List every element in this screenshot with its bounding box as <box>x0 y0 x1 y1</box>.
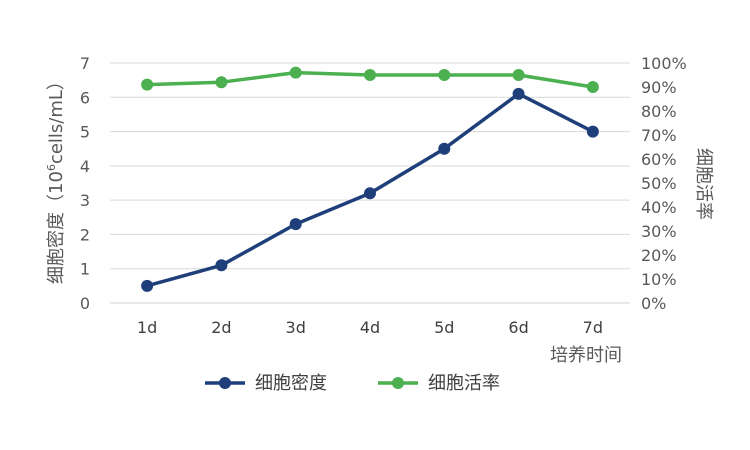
legend-label-density: 细胞密度 <box>255 373 327 394</box>
x-tick-label-6d: 6d <box>508 318 528 337</box>
y2-tick-label-0: 0% <box>641 294 666 313</box>
y2-tick-label-70: 70% <box>641 126 677 145</box>
y2-tick-label-30: 30% <box>641 222 677 241</box>
y-tick-label-6: 6 <box>80 88 90 107</box>
data-point-viability-6d <box>512 69 525 81</box>
y-axis-title-sup: 6 <box>45 164 58 171</box>
legend-item-density: 细胞密度 <box>205 373 327 394</box>
y-axis-ticks: 0 1 2 3 4 5 6 7 <box>80 54 90 313</box>
data-point-density-4d <box>364 187 376 200</box>
data-point-viability-3d <box>289 66 302 79</box>
x-tick-label-4d: 4d <box>360 318 380 337</box>
x-tick-label-7d: 7d <box>583 318 603 337</box>
data-point-viability-1d <box>141 78 154 91</box>
y-tick-label-3: 3 <box>80 191 90 210</box>
legend-swatch-density-marker <box>219 377 231 389</box>
data-point-viability-5d <box>438 69 451 81</box>
legend-item-viability: 细胞活率 <box>378 373 500 394</box>
legend-swatch-viability-marker <box>392 377 404 389</box>
y-axis-title-suffix: cells/mL） <box>46 72 67 164</box>
data-point-viability-4d <box>364 69 376 81</box>
data-point-density-3d <box>289 218 302 231</box>
y2-tick-label-90: 90% <box>641 78 677 97</box>
data-point-viability-2d <box>215 76 228 89</box>
y2-tick-label-20: 20% <box>641 246 677 265</box>
y2-tick-label-100: 100% <box>641 54 687 73</box>
data-point-viability-7d <box>586 81 599 93</box>
y2-tick-label-10: 10% <box>641 270 677 289</box>
legend: 细胞密度 细胞活率 <box>205 373 500 394</box>
y2-axis-ticks: 0% 10% 20% 30% 40% 50% 60% 70% 80% 90% 100% <box>641 54 687 313</box>
y-tick-label-4: 4 <box>80 157 90 176</box>
y-axis-title: 细胞密度（106cells/mL） <box>45 72 67 284</box>
series-layer <box>141 66 599 292</box>
data-point-density-7d <box>586 125 599 138</box>
y2-tick-label-50: 50% <box>641 174 677 193</box>
x-tick-label-2d: 2d <box>211 318 231 337</box>
grid-lines <box>110 62 630 304</box>
y-tick-label-2: 2 <box>80 225 90 244</box>
data-point-density-5d <box>438 142 451 155</box>
data-point-density-2d <box>215 259 228 272</box>
x-tick-label-5d: 5d <box>434 318 454 337</box>
legend-label-viability: 细胞活率 <box>428 373 500 394</box>
x-tick-label-1d: 1d <box>137 318 157 337</box>
y2-tick-label-80: 80% <box>641 102 677 121</box>
y-tick-label-0: 0 <box>80 294 90 313</box>
x-axis-title: 培养时间 <box>550 345 622 366</box>
y-axis-title-prefix: 细胞密度（10 <box>46 171 67 284</box>
y-tick-label-5: 5 <box>80 123 90 142</box>
x-axis-ticks: 1d 2d 3d 4d 5d 6d 7d <box>137 318 603 337</box>
y2-axis-title: 细胞活率 <box>693 148 714 220</box>
y-tick-label-1: 1 <box>80 260 90 279</box>
data-point-density-1d <box>141 279 154 292</box>
y-tick-label-7: 7 <box>80 54 90 73</box>
y2-tick-label-60: 60% <box>641 150 677 169</box>
x-tick-label-3d: 3d <box>286 318 306 337</box>
data-point-density-6d <box>512 87 525 100</box>
y2-tick-label-40: 40% <box>641 198 677 217</box>
